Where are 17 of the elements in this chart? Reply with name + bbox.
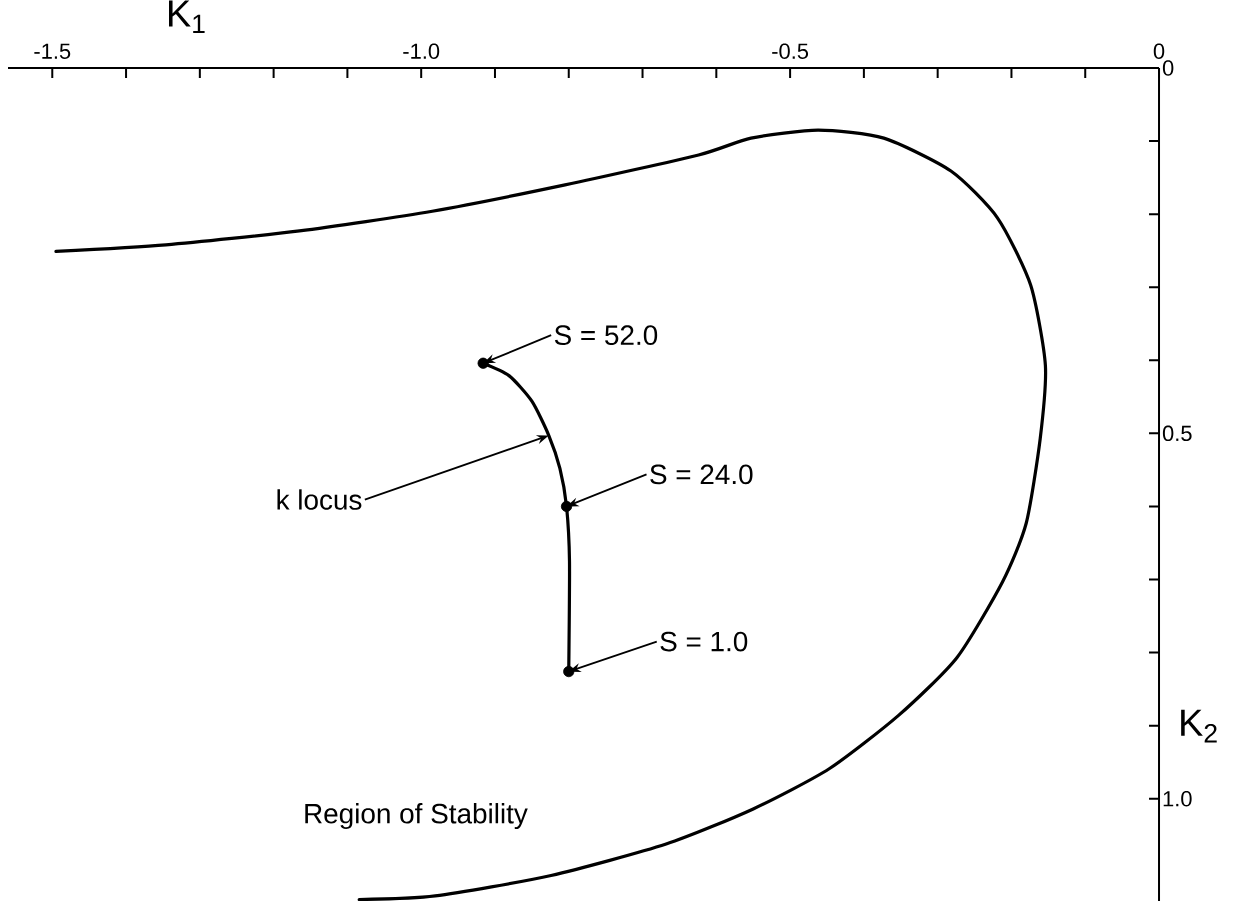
annotation: k locus — [277, 489, 362, 510]
point — [560, 500, 573, 513]
y-tick-label: 0.5 — [1162, 425, 1192, 442]
point — [563, 665, 575, 678]
y-axis-title: K$_{2}$ — [1181, 709, 1217, 743]
x-axis-title: K$_{1}$ — [169, 0, 205, 33]
annotation: Region of Stability — [305, 803, 528, 830]
x-tick-label: -0.5 — [772, 43, 809, 59]
y-tick-label: 0 — [1162, 60, 1174, 76]
x-tick-label: -1.5 — [34, 43, 71, 59]
annotation: S = 1.0 — [660, 631, 748, 652]
y-tick-label: 1.0 — [1163, 790, 1192, 807]
point — [477, 357, 489, 369]
annotation: S = 52.0 — [554, 325, 658, 346]
line-series — [54, 128, 1047, 901]
annotation: S = 24.0 — [650, 464, 753, 485]
x-tick-label: -1.0 — [403, 43, 440, 59]
